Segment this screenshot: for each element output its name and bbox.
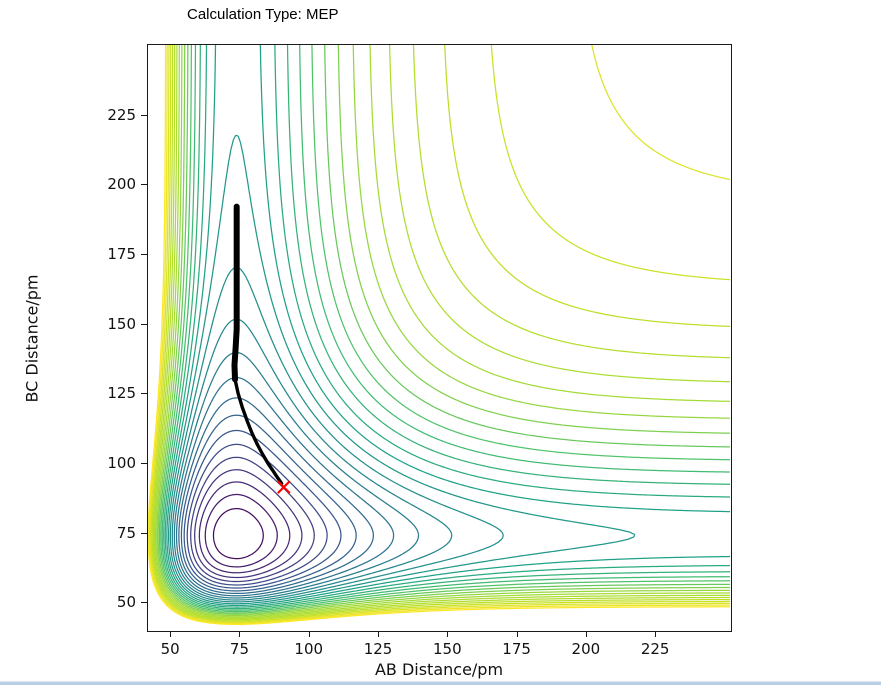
x-tick-label: 125 (363, 640, 393, 658)
x-tick-label: 225 (640, 640, 670, 658)
y-tick-label: 50 (116, 593, 136, 612)
y-tick-mark (141, 184, 147, 186)
y-axis-label: BC Distance/pm (22, 274, 42, 403)
x-tick-mark (170, 631, 172, 637)
x-tick-label: 200 (571, 640, 601, 658)
x-tick-label: 150 (432, 640, 462, 658)
x-tick-label: 75 (229, 640, 249, 658)
window-bottom-divider (0, 682, 881, 685)
y-tick-mark (141, 602, 147, 604)
y-tick-mark (141, 253, 147, 255)
plot-title: Calculation Type: MEP (187, 6, 339, 23)
x-tick-label: 50 (160, 640, 180, 658)
x-tick-mark (655, 631, 657, 637)
contour-plot-canvas (148, 45, 730, 630)
y-tick-label: 225 (107, 105, 136, 124)
y-tick-label: 100 (107, 453, 136, 472)
x-axis-label: AB Distance/pm (374, 660, 504, 679)
y-tick-label: 75 (116, 523, 136, 542)
y-tick-mark (141, 532, 147, 534)
x-tick-mark (378, 631, 380, 637)
y-tick-mark (141, 393, 147, 395)
x-tick-label: 100 (294, 640, 324, 658)
x-tick-label: 175 (502, 640, 531, 658)
y-tick-label: 125 (107, 384, 136, 403)
x-tick-mark (585, 631, 587, 637)
x-tick-mark (308, 631, 310, 637)
y-tick-mark (141, 114, 147, 116)
x-tick-mark (447, 631, 449, 637)
x-tick-mark (516, 631, 518, 637)
y-tick-label: 150 (107, 314, 136, 333)
window-bottom-divider-shadow (0, 681, 881, 682)
y-tick-mark (141, 323, 147, 325)
y-tick-label: 200 (107, 175, 136, 194)
x-tick-mark (239, 631, 241, 637)
y-tick-mark (141, 462, 147, 464)
y-tick-label: 175 (107, 244, 136, 263)
